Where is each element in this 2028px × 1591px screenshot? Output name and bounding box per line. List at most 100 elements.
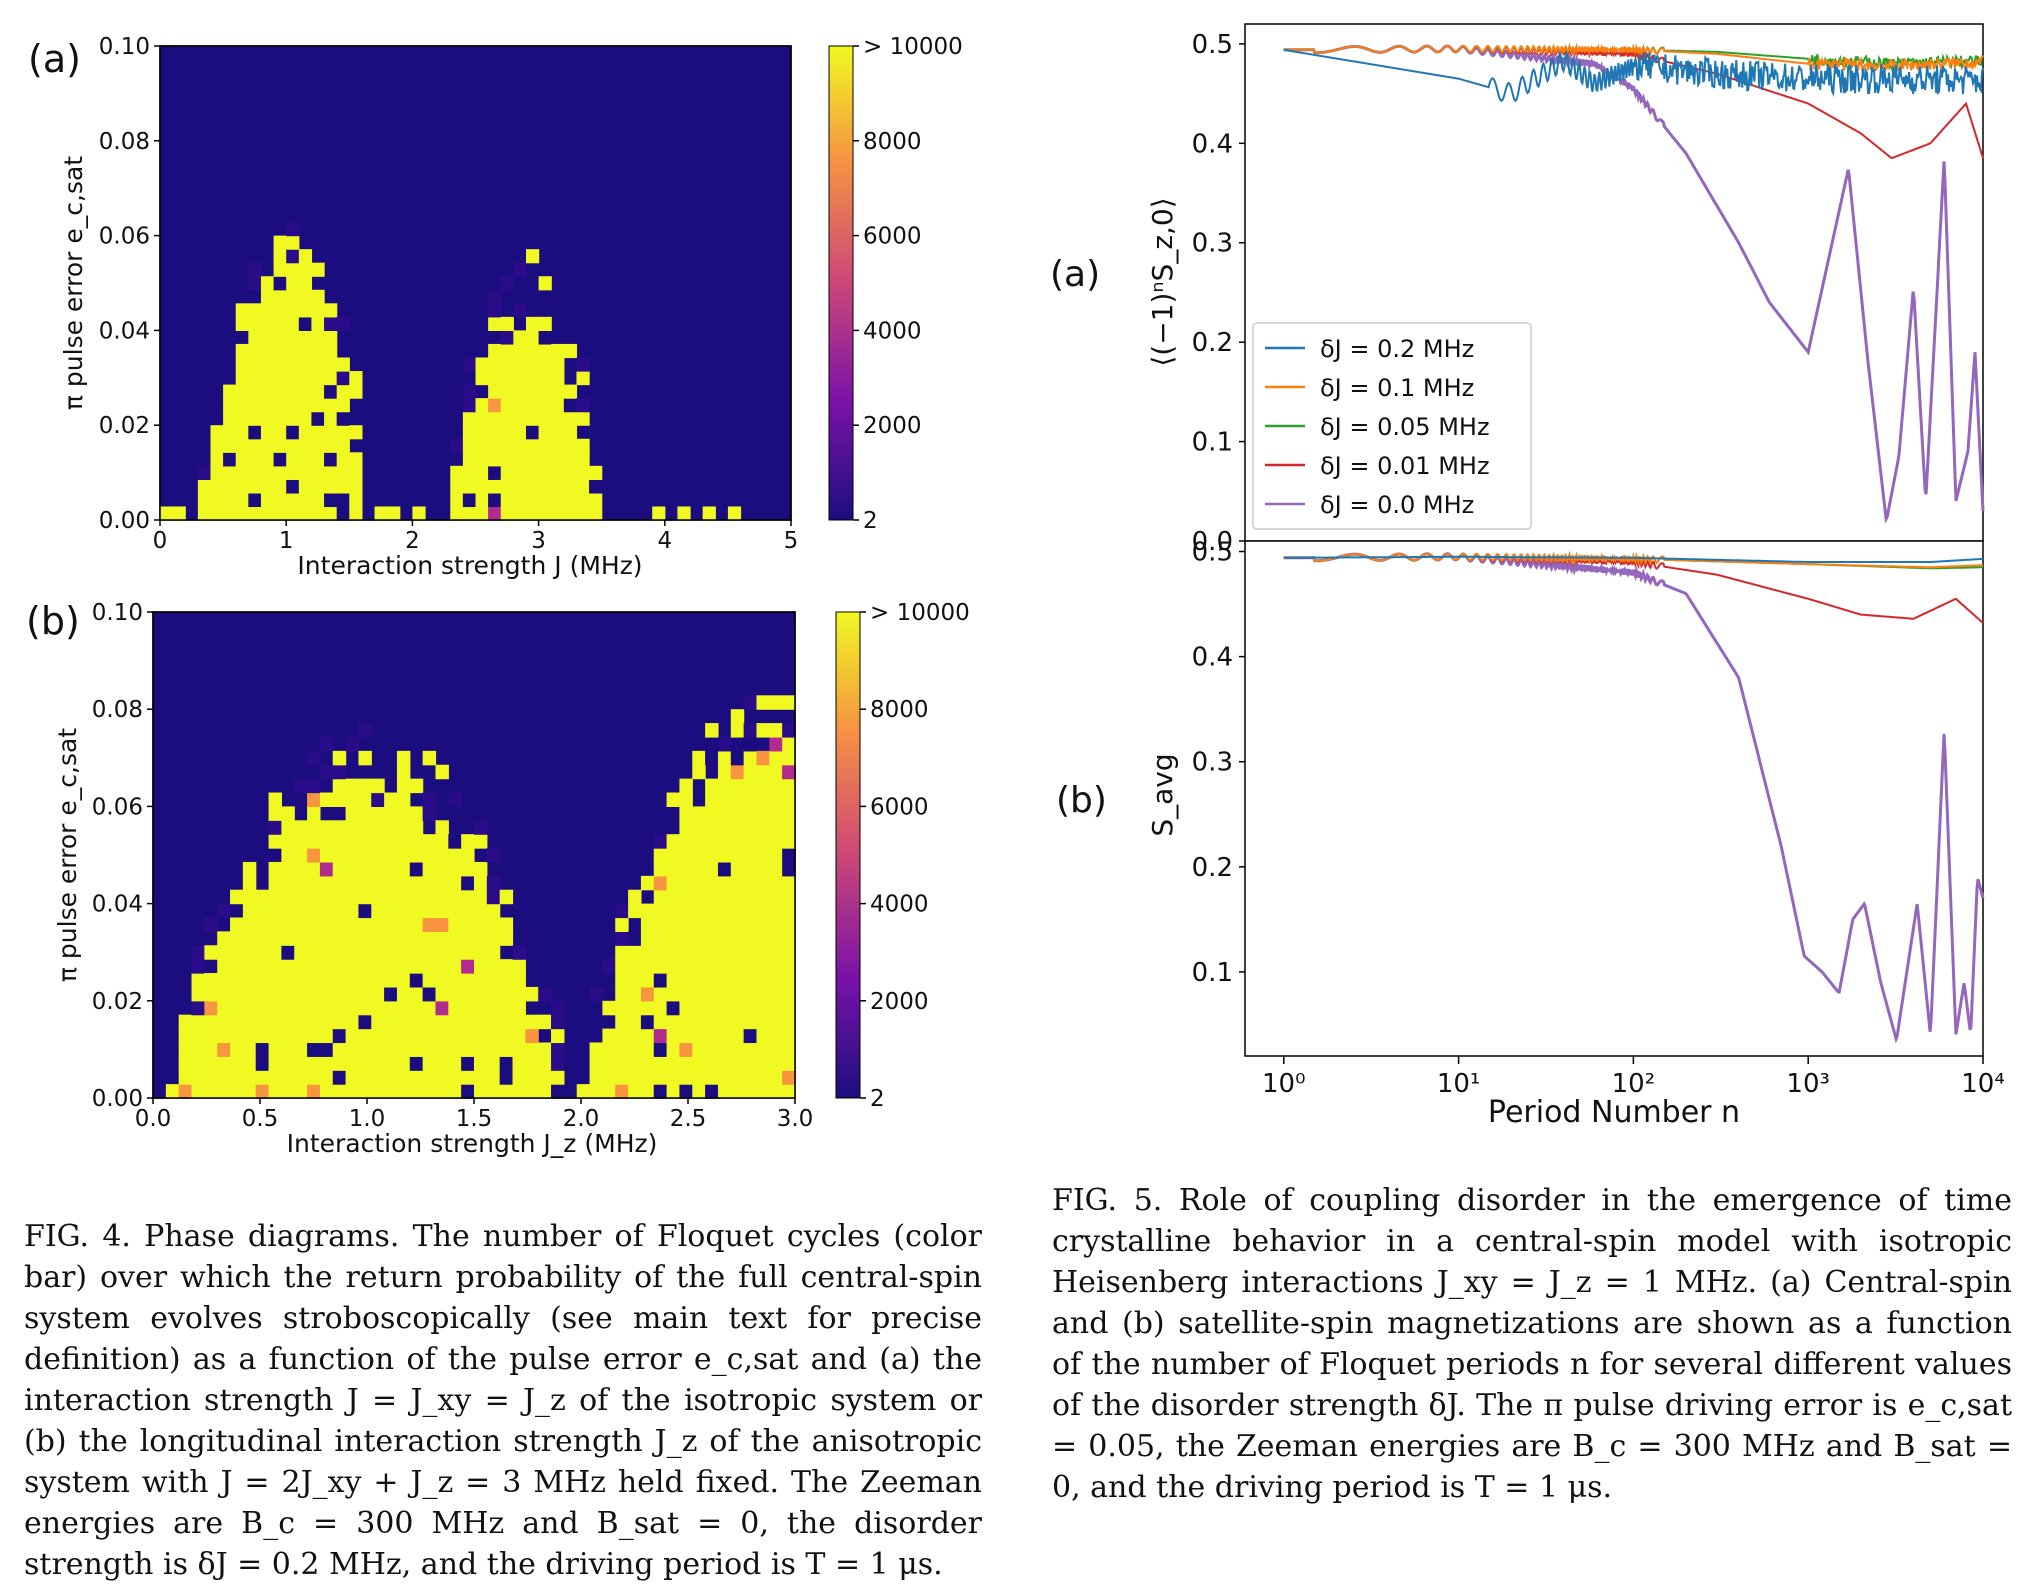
heatmap-cell	[371, 903, 385, 919]
heatmap-cell	[666, 848, 681, 863]
heatmap-cell	[336, 411, 350, 426]
heatmap-cell	[717, 931, 732, 946]
heatmap-cell	[705, 889, 719, 905]
heatmap-cell	[488, 303, 502, 318]
heatmap-cell	[435, 848, 449, 863]
heatmap-cell	[782, 750, 796, 766]
heatmap-cell	[319, 1014, 334, 1030]
heatmap-cell	[525, 479, 540, 494]
heatmap-cell	[230, 945, 244, 960]
heatmap-cell	[538, 316, 552, 331]
heatmap-cell	[191, 1042, 205, 1057]
heatmap-cell	[298, 357, 313, 372]
heatmap-cell	[563, 465, 578, 480]
heatmap-cell	[782, 1056, 796, 1071]
heatmap-cell	[769, 792, 783, 807]
heatmap-cell	[191, 1070, 205, 1085]
legend-label: δJ = 0.0 MHz	[1320, 491, 1474, 519]
y-tick-label: 0.3	[1192, 229, 1233, 259]
heatmap-cell	[422, 903, 437, 919]
heatmap-cell	[679, 792, 693, 807]
heatmap-cell	[384, 834, 398, 849]
heatmap-cell	[260, 479, 275, 494]
heatmap-cell	[422, 1042, 437, 1057]
heatmap-cell	[743, 1056, 758, 1071]
heatmap-cell	[769, 764, 783, 780]
heatmap-cell	[525, 1042, 539, 1057]
heatmap-cell	[384, 1014, 398, 1030]
heatmap-cell	[730, 709, 745, 724]
heatmap-cell	[172, 506, 186, 521]
heatmap-cell	[191, 959, 205, 974]
heatmap-cell	[294, 1070, 308, 1085]
heatmap-cell	[260, 276, 275, 291]
heatmap-cell	[294, 973, 308, 988]
heatmap-cell	[242, 1000, 257, 1016]
heatmap-cell	[230, 973, 244, 988]
heatmap-cell	[294, 861, 308, 877]
fig4a-heatmap: 0 1 2 3 4 5 0.00 0.02 0.04 0.06 0.08 0.10 Interact…	[28, 34, 963, 580]
heatmap-cell	[281, 1000, 295, 1016]
heatmap-cell	[499, 1000, 514, 1016]
heatmap-cell	[615, 917, 629, 932]
heatmap-cell	[409, 861, 424, 877]
heatmap-cell	[230, 889, 244, 905]
fig5-x-label: Period Number n	[1488, 1095, 1740, 1130]
heatmap-cell	[677, 506, 691, 521]
heatmap-cell	[235, 316, 249, 331]
y-tick-label: 0.2	[1192, 328, 1233, 358]
heatmap-cell	[756, 1042, 770, 1057]
colorbar-tick-label: 8000	[870, 697, 929, 723]
heatmap-cell	[679, 1000, 693, 1016]
x-tick-label: 0	[153, 528, 168, 554]
heatmap-cell	[409, 945, 424, 960]
heatmap-cell	[743, 1014, 758, 1030]
x-tick-label: 10²	[1612, 1069, 1656, 1099]
heatmap-cell	[358, 1000, 372, 1016]
heatmap-cell	[298, 262, 313, 277]
heatmap-cell	[551, 1056, 565, 1071]
heatmap-cell	[628, 986, 642, 1002]
heatmap-cell	[628, 903, 642, 919]
heatmap-cell	[396, 778, 411, 794]
heatmap-cell	[499, 959, 514, 974]
heatmap-cell	[298, 492, 313, 508]
heatmap-cell	[307, 903, 321, 919]
heatmap-cell	[538, 452, 552, 467]
y-tick-label: 0.00	[99, 508, 150, 534]
heatmap-cell	[461, 973, 475, 988]
colorbar-tick-label: > 10000	[863, 34, 963, 60]
heatmap-cell	[513, 438, 527, 453]
heatmap-cell	[769, 848, 783, 863]
heatmap-cell	[679, 931, 693, 946]
heatmap-cell	[525, 438, 540, 453]
heatmap-cell	[336, 384, 350, 399]
heatmap-cell	[730, 861, 745, 877]
heatmap-cell	[273, 343, 287, 359]
heatmap-cell	[525, 1070, 539, 1085]
heatmap-cell	[730, 834, 745, 849]
heatmap-cell	[769, 820, 783, 835]
heatmap-cell	[384, 792, 398, 807]
heatmap-cell	[435, 1084, 449, 1099]
heatmap-cell	[273, 479, 287, 494]
heatmap-cell	[730, 1084, 745, 1099]
colorbar-tick-label: 2	[863, 508, 878, 534]
heatmap-cell	[500, 316, 514, 331]
heatmap-cell	[730, 917, 745, 932]
heatmap-cell	[448, 1014, 462, 1030]
heatmap-cell	[782, 1070, 796, 1085]
heatmap-cell	[474, 1084, 488, 1099]
y-tick-label: 0.5	[1192, 30, 1233, 60]
heatmap-cell	[217, 973, 231, 988]
heatmap-cell	[705, 820, 719, 835]
heatmap-cell	[345, 736, 360, 752]
heatmap-cell	[396, 959, 411, 974]
fig4b-panel-letter: (b)	[26, 599, 80, 643]
heatmap-cell	[311, 330, 325, 345]
heatmap-cell	[294, 931, 308, 946]
heatmap-cell	[692, 959, 706, 974]
heatmap-cell	[615, 945, 629, 960]
heatmap-cell	[191, 1014, 205, 1030]
heatmap-cell	[371, 889, 385, 905]
